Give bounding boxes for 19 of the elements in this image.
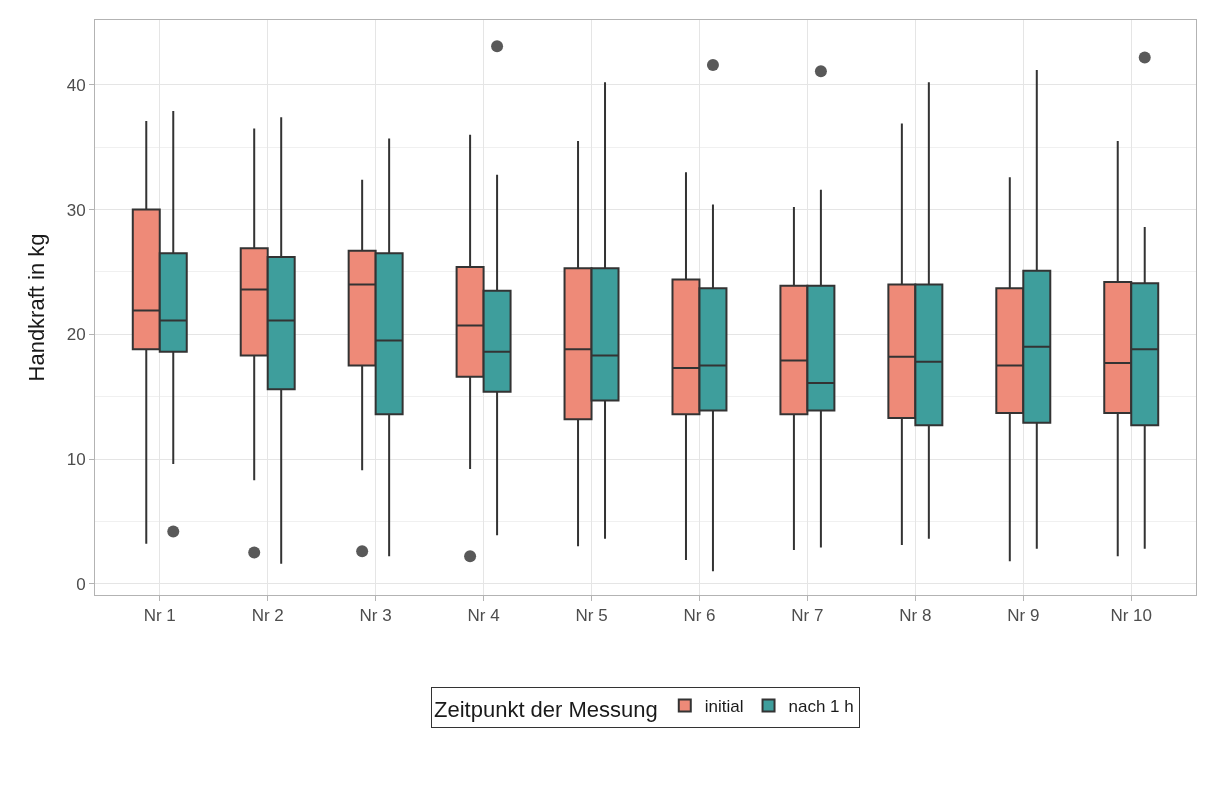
x-tick-label: Nr 7 (791, 606, 824, 626)
x-tick-label: Nr 1 (143, 606, 176, 626)
x-tick-label: Nr 3 (359, 606, 392, 626)
y-tick-label: 40 (66, 75, 86, 95)
x-tick-label: Nr 8 (899, 606, 932, 626)
y-tick-label: 0 (76, 574, 86, 594)
x-tick-label: Nr 5 (575, 606, 608, 626)
x-tick-label: Nr 6 (683, 606, 716, 626)
y-tick-label: 20 (66, 325, 86, 345)
x-tick-label: Nr 10 (1110, 606, 1153, 626)
legend-label: nach 1 h (788, 697, 854, 717)
y-tick-label: 10 (66, 450, 86, 469)
legend-title: Zeitpunkt der Messung (434, 696, 658, 722)
y-tick-label: 30 (66, 200, 86, 220)
x-tick-label: Nr 4 (467, 606, 500, 626)
x-tick-label: Nr 9 (1007, 606, 1040, 626)
y-axis-title: Handkraft in kg (24, 233, 50, 382)
legend-label: initial (704, 697, 744, 717)
x-tick-label: Nr 2 (251, 606, 284, 626)
